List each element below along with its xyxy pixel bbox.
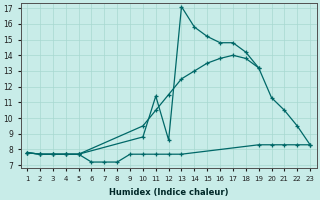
X-axis label: Humidex (Indice chaleur): Humidex (Indice chaleur) [109,188,228,197]
